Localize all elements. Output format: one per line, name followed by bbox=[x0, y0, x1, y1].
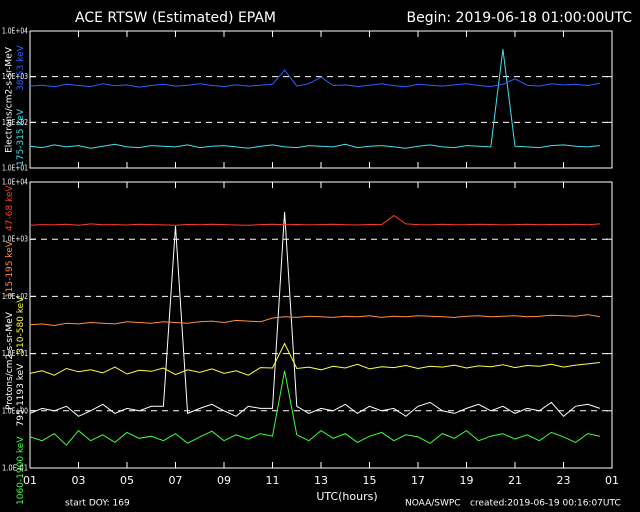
start-doy: start DOY: 169 bbox=[65, 499, 130, 509]
x-tick-label: 09 bbox=[217, 474, 231, 487]
legend-entry: 115-195 keV bbox=[5, 240, 15, 298]
legend-entry: 175-315 keV bbox=[16, 108, 26, 166]
x-axis-label: UTC(hours) bbox=[316, 490, 377, 503]
x-tick-label: 11 bbox=[266, 474, 280, 487]
data-line bbox=[29, 370, 601, 446]
x-tick-label: 01 bbox=[23, 474, 37, 487]
y-axis-label: Protons/cm2-s-sr-MeV bbox=[5, 311, 15, 410]
legend-entry: 47-68 keV bbox=[5, 185, 15, 231]
x-tick-label: 19 bbox=[460, 474, 474, 487]
y-tick-label: 1.0E+02 bbox=[2, 118, 28, 127]
x-tick-label: 05 bbox=[120, 474, 134, 487]
x-tick-label: 23 bbox=[557, 474, 571, 487]
legend: 1060-1900 keV 795-1193 keV 310-580 keV bbox=[16, 296, 26, 505]
y-tick-label: 1.0E+02 bbox=[2, 292, 28, 301]
y-tick-label: 1.0E+03 bbox=[2, 72, 28, 81]
chart-title: ACE RTSW (Estimated) EPAM bbox=[75, 10, 276, 26]
data-line bbox=[29, 211, 601, 417]
y-tick-label: 1.0E+03 bbox=[2, 235, 28, 244]
legend-entry: 310-580 keV bbox=[16, 296, 26, 354]
legend-entry: 795-1193 keV bbox=[16, 363, 26, 427]
y-tick-label: 1.0E+01 bbox=[2, 164, 28, 173]
y-axis-label: Electrons/cm2-s-sr-MeV bbox=[5, 46, 15, 153]
x-tick-label: 07 bbox=[169, 474, 183, 487]
y-tick-label: 1.0E+01 bbox=[2, 349, 28, 358]
y-tick-label: 1.0E-01 bbox=[2, 464, 28, 473]
data-line bbox=[29, 214, 600, 226]
x-tick-label: 21 bbox=[508, 474, 522, 487]
x-tick-label: 03 bbox=[72, 474, 86, 487]
agency: NOAA/SWPC bbox=[405, 499, 461, 509]
data-line bbox=[29, 342, 600, 376]
legend-entry: 1060-1900 keV bbox=[16, 436, 26, 505]
x-tick-label: 15 bbox=[363, 474, 377, 487]
legend: Protons/cm2-s-sr-MeV 115-195 keV 47-68 keV bbox=[5, 185, 15, 410]
begin-time: Begin: 2019-06-18 01:00:00UTC bbox=[407, 10, 633, 26]
data-line bbox=[29, 49, 600, 149]
y-tick-label: 1.0E+04 bbox=[2, 27, 28, 36]
y-tick-label: 1.0E+04 bbox=[2, 178, 28, 187]
data-line bbox=[29, 314, 600, 327]
legend: 175-315 keV 38-53 keV bbox=[16, 44, 26, 166]
x-tick-label: 01 bbox=[605, 474, 619, 487]
created-time: created:2019-06-19 00:16:07UTC bbox=[470, 499, 621, 509]
x-tick-label: 13 bbox=[314, 474, 328, 487]
x-tick-label: 17 bbox=[411, 474, 425, 487]
data-line bbox=[29, 69, 600, 88]
legend-entry: 38-53 keV bbox=[16, 44, 26, 90]
y-tick-label: 1.0E+00 bbox=[2, 406, 28, 415]
